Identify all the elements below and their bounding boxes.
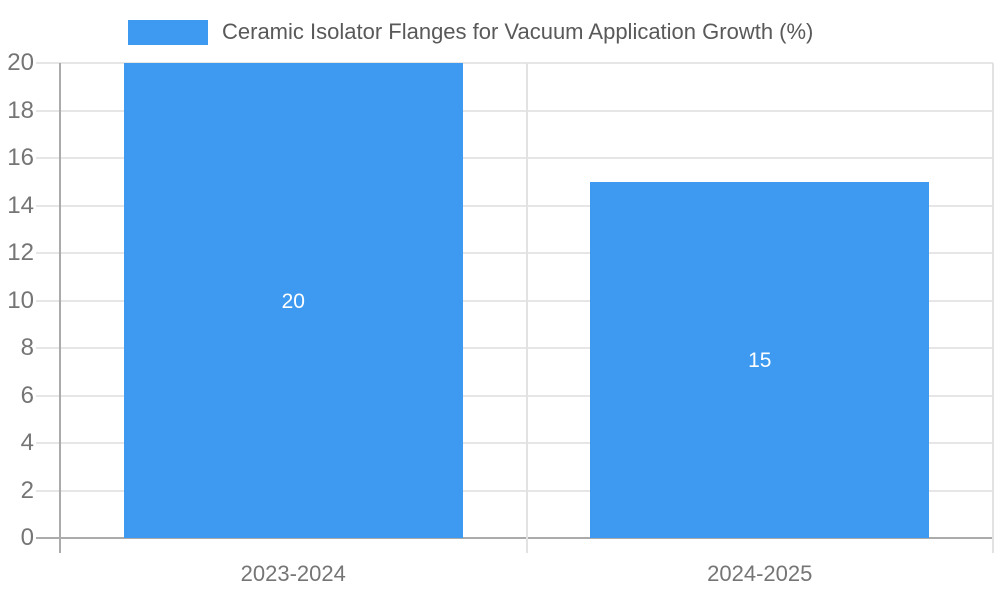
y-tick-label: 4 — [20, 429, 34, 456]
legend-label: Ceramic Isolator Flanges for Vacuum Appl… — [222, 19, 814, 44]
y-tick-label: 8 — [20, 334, 34, 361]
y-gridline — [36, 347, 993, 349]
y-gridline — [36, 204, 993, 207]
y-gridline — [36, 62, 993, 64]
x-axis-label: 2023-2024 — [240, 561, 346, 586]
y-gridline — [36, 442, 993, 444]
y-tick-label: 10 — [7, 286, 34, 314]
y-axis-line — [59, 63, 61, 553]
y-tick-label: 18 — [7, 96, 34, 124]
y-gridline — [36, 299, 993, 302]
y-gridline — [36, 157, 993, 159]
x-gridline — [992, 63, 994, 553]
x-axis-baseline — [36, 537, 993, 539]
legend-swatch — [128, 19, 208, 45]
x-gridline — [525, 63, 528, 553]
y-gridline — [36, 394, 993, 397]
y-gridline — [36, 109, 993, 112]
bar-2023-2024[interactable]: 20 — [123, 63, 463, 538]
x-axis-label: 2024-2025 — [707, 561, 813, 586]
y-tick-label: 14 — [7, 191, 34, 219]
y-tick-label: 6 — [20, 381, 34, 409]
bar-value-label: 20 — [281, 289, 305, 313]
y-tick-label: 12 — [7, 239, 34, 266]
y-tick-label: 2 — [20, 476, 34, 504]
bar-value-label: 15 — [748, 348, 772, 372]
y-gridline — [36, 489, 993, 492]
bar-2024-2025[interactable]: 15 — [590, 181, 930, 538]
y-tick-label: 16 — [7, 144, 34, 171]
y-gridline — [36, 252, 993, 254]
y-tick-label: 0 — [20, 524, 34, 551]
legend-item[interactable]: Ceramic Isolator Flanges for Vacuum Appl… — [128, 19, 813, 45]
y-tick-label: 20 — [7, 49, 34, 76]
